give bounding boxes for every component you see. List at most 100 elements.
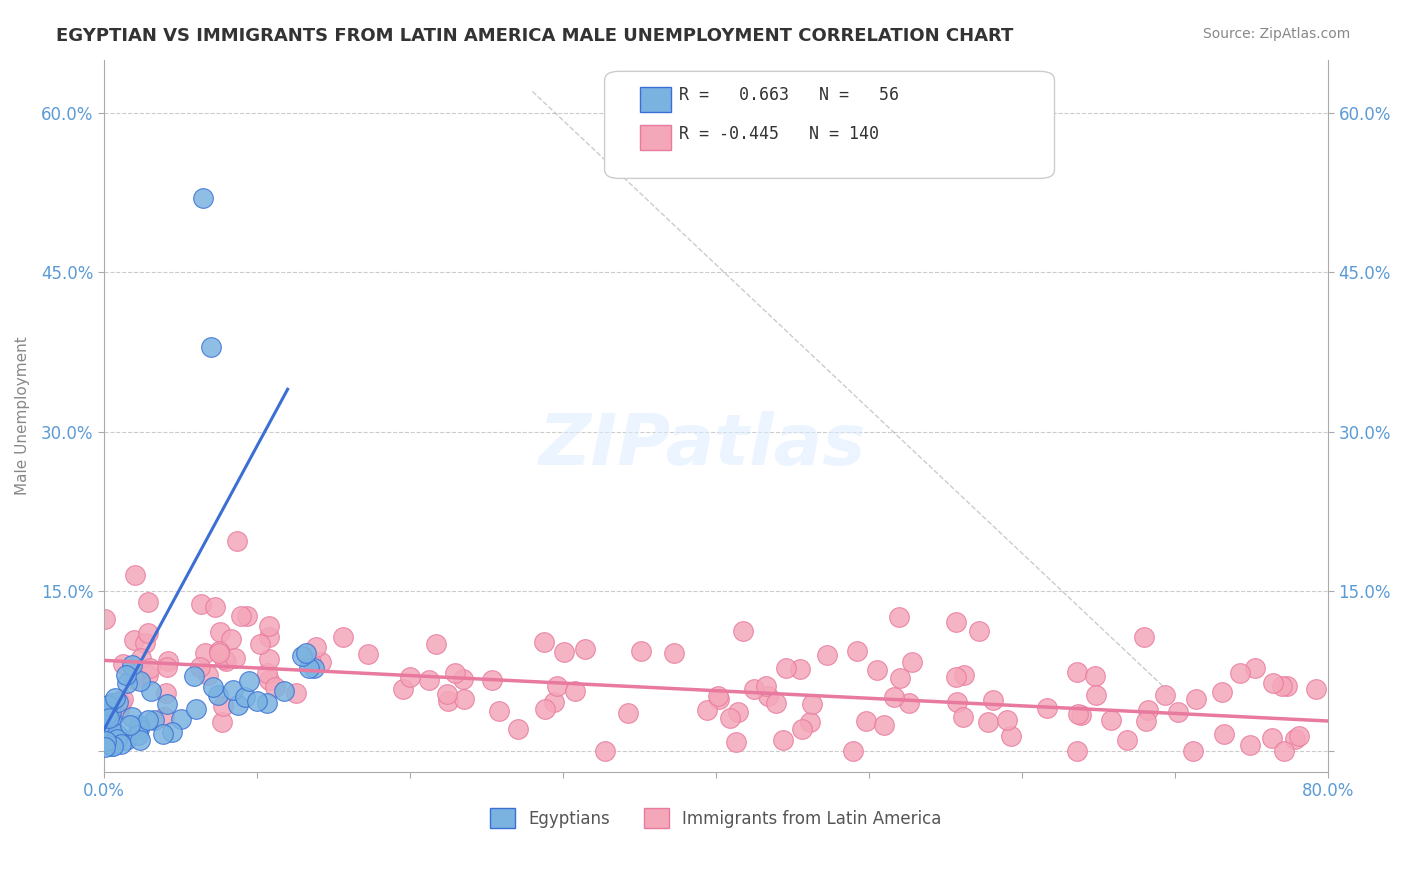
Point [201,680,224,694]
Point [1132,630,1154,644]
Point [617,706,640,720]
Point [357,647,380,661]
Point [309,655,332,669]
Point [1137,703,1160,717]
Point [946,695,969,709]
Point [443,665,465,680]
Point [453,673,475,687]
Point [98,737,121,751]
Point [222,682,245,697]
Point [233,690,256,704]
Point [207,688,229,702]
Point [100,711,122,725]
Point [744,682,766,697]
Point [1271,680,1294,694]
Point [873,717,896,731]
Point [305,640,328,654]
Point [1154,688,1177,702]
Text: ZIPatlas: ZIPatlas [540,411,866,481]
Point [755,679,778,693]
Point [1284,732,1306,747]
Point [1084,688,1107,702]
Point [105,727,128,741]
Point [1084,669,1107,683]
Point [156,659,179,673]
Text: R = -0.445   N = 140: R = -0.445 N = 140 [679,125,879,143]
Legend: Egyptians, Immigrants from Latin America: Egyptians, Immigrants from Latin America [484,801,948,835]
Point [226,698,249,713]
Point [506,722,529,736]
Point [1272,744,1295,758]
Point [121,710,143,724]
Point [212,699,235,714]
Point [236,609,259,624]
Point [246,694,269,708]
Point [543,695,565,709]
Point [889,671,911,685]
Point [209,625,232,640]
Point [1099,713,1122,727]
Point [107,695,129,709]
Point [139,661,162,675]
Point [302,660,325,674]
Point [1277,680,1299,694]
Point [898,696,921,710]
Point [170,712,193,726]
Point [399,670,422,684]
Point [211,714,233,729]
Point [1185,691,1208,706]
Point [1288,729,1310,743]
Point [901,655,924,669]
Point [257,652,280,666]
Point [257,630,280,644]
Point [298,661,321,675]
Point [105,731,128,746]
Text: Source: ZipAtlas.com: Source: ZipAtlas.com [1202,27,1350,41]
Point [229,609,252,624]
Point [183,669,205,683]
Point [143,713,166,727]
Point [1000,729,1022,743]
Point [842,744,865,758]
Point [564,684,586,698]
Point [259,673,281,688]
Point [453,692,475,706]
Point [1260,731,1282,745]
Point [100,705,122,719]
Point [945,670,967,684]
Point [256,665,278,680]
Point [96,706,118,721]
Point [131,650,153,665]
Point [94,701,117,715]
Point [436,687,458,701]
Point [789,662,811,676]
Point [94,740,117,755]
Point [765,696,787,710]
Point [115,667,138,681]
Point [1261,675,1284,690]
Point [775,661,797,675]
Point [128,722,150,736]
Point [139,684,162,698]
Point [110,696,132,710]
Point [208,646,231,660]
Point [436,694,458,708]
Point [534,702,557,716]
Point [127,728,149,742]
Point [574,641,596,656]
Point [128,717,150,731]
Point [1070,708,1092,723]
Point [799,715,821,730]
Point [111,692,134,706]
Point [200,340,222,354]
Point [756,689,779,703]
Point [212,651,235,665]
Point [129,673,152,688]
Point [301,655,323,669]
Point [727,705,749,719]
Point [1305,681,1327,696]
Point [709,691,731,706]
Point [790,722,813,736]
Point [1067,707,1090,722]
Point [110,737,132,751]
